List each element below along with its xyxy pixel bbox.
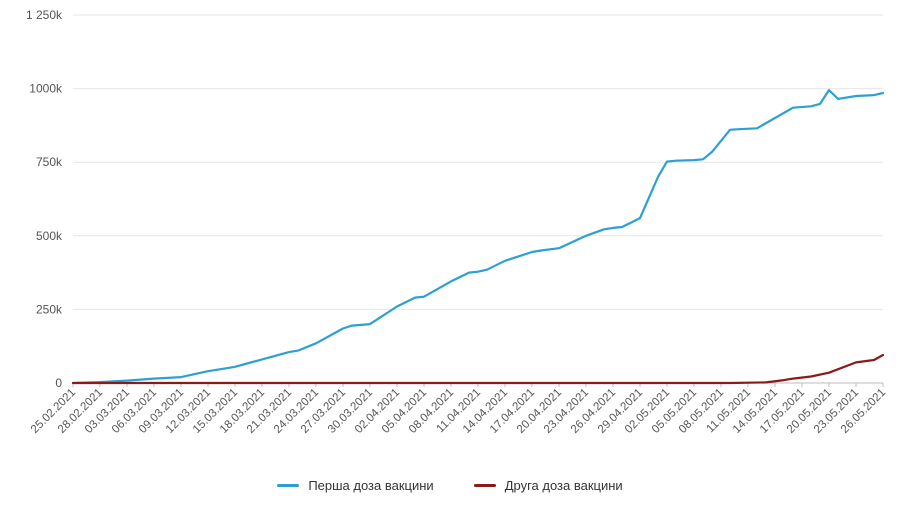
legend-label-second-dose: Друга доза вакцини [504,478,623,493]
y-axis-tick-labels: 0 250k 500k 750k 1000k 1 250k [26,8,63,390]
y-tick-label: 1000k [29,82,63,96]
y-tick-label: 250k [36,302,63,316]
legend-swatch-second-dose [473,484,496,487]
y-tick-label: 0 [55,376,62,390]
legend-item-first-dose[interactable]: Перша доза вакцини [277,478,434,493]
series-line-first-dose[interactable] [71,89,885,385]
legend: Перша доза вакцини Друга доза вакцини [0,478,900,493]
grid-lines [73,14,883,384]
y-tick-label: 750k [36,155,63,169]
x-axis-tick-labels: 25.02.202128.02.202103.03.202106.03.2021… [29,383,888,436]
legend-label-first-dose: Перша доза вакцини [308,478,434,493]
legend-item-second-dose[interactable]: Друга доза вакцини [473,478,623,493]
y-tick-label: 1 250k [26,8,63,22]
series-line-second-dose[interactable] [71,353,885,385]
series-layer [71,89,885,385]
legend-swatch-first-dose [277,484,300,487]
y-tick-label: 500k [36,229,63,243]
